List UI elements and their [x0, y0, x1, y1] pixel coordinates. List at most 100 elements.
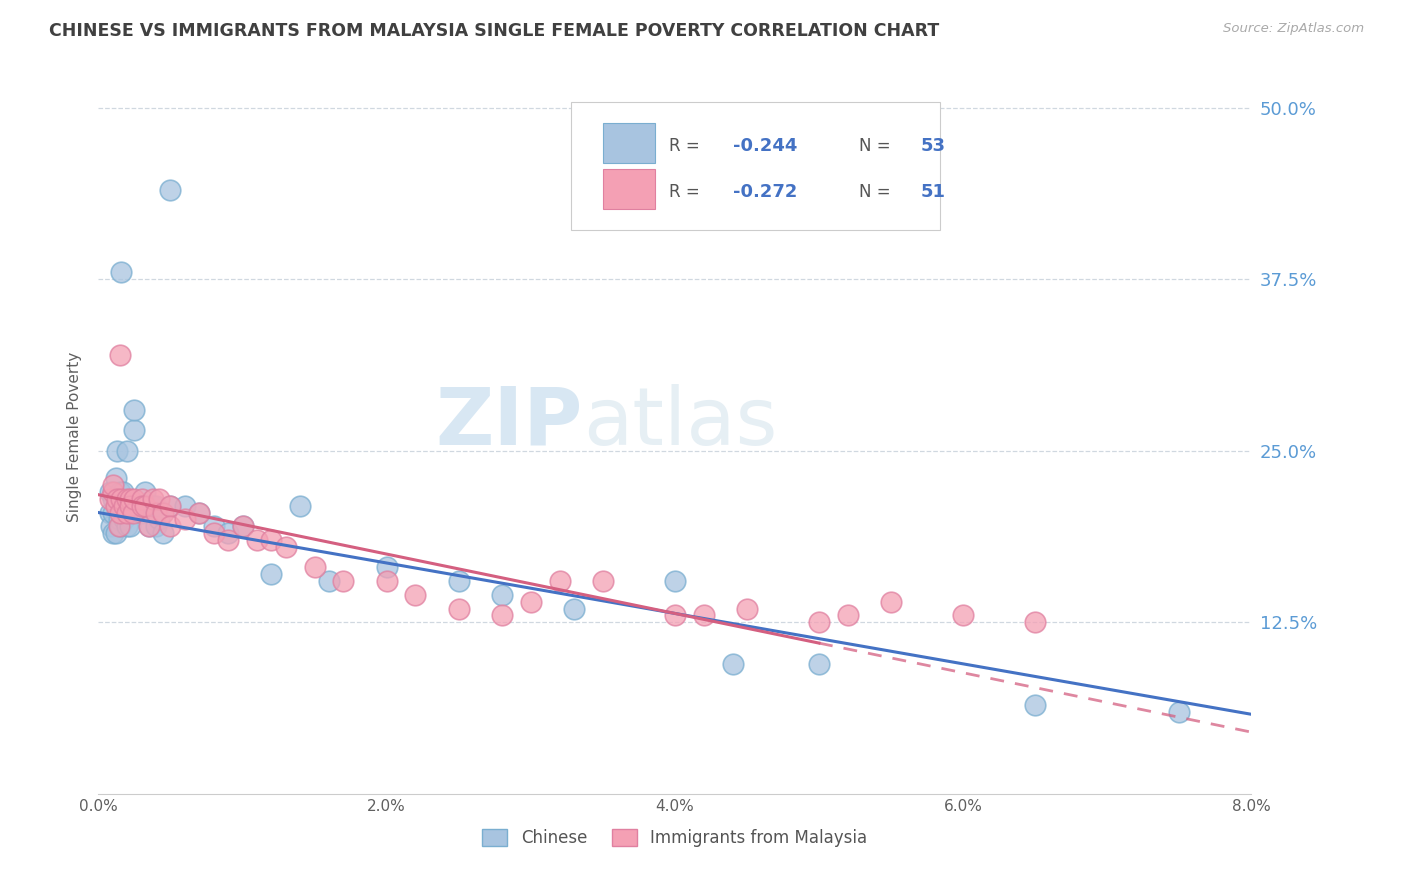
Point: [124, 423, 146, 437]
Point: [112, 512, 135, 526]
Text: -0.272: -0.272: [733, 183, 797, 201]
Point: [131, 499, 153, 513]
Point: [105, 499, 128, 513]
Point: [110, 265, 132, 279]
Y-axis label: Single Female Poverty: Single Female Poverty: [67, 352, 83, 522]
Point: [260, 533, 283, 547]
Point: [105, 491, 128, 506]
Text: N =: N =: [859, 183, 896, 201]
Point: [108, 506, 131, 520]
Point: [808, 657, 831, 671]
Point: [562, 601, 585, 615]
Point: [105, 443, 128, 458]
Legend: Chinese, Immigrants from Malaysia: Chinese, Immigrants from Malaysia: [475, 822, 875, 854]
Point: [104, 499, 127, 513]
Point: [134, 499, 156, 513]
Point: [145, 506, 167, 520]
Point: [304, 560, 326, 574]
Point: [142, 491, 165, 506]
Point: [134, 485, 156, 500]
Point: [131, 506, 153, 520]
Text: CHINESE VS IMMIGRANTS FROM MALAYSIA SINGLE FEMALE POVERTY CORRELATION CHART: CHINESE VS IMMIGRANTS FROM MALAYSIA SING…: [49, 22, 939, 40]
Point: [122, 506, 145, 520]
Point: [145, 499, 167, 513]
Point: [274, 540, 297, 554]
Point: [217, 533, 239, 547]
Point: [117, 519, 139, 533]
Point: [290, 499, 312, 513]
Text: N =: N =: [859, 137, 896, 155]
Point: [231, 519, 254, 533]
Point: [664, 608, 686, 623]
Text: R =: R =: [669, 183, 706, 201]
Point: [131, 499, 153, 513]
Point: [148, 491, 170, 506]
Point: [111, 485, 134, 500]
Point: [375, 560, 398, 574]
Point: [138, 519, 160, 533]
Point: [202, 526, 225, 541]
Point: [1024, 615, 1046, 630]
Point: [100, 519, 122, 533]
Point: [120, 499, 142, 513]
Point: [98, 506, 121, 520]
Point: [491, 608, 513, 623]
Point: [117, 443, 139, 458]
Point: [131, 491, 153, 506]
Point: [110, 499, 132, 513]
Point: [152, 526, 174, 541]
Point: [117, 506, 139, 520]
Point: [246, 533, 269, 547]
Point: [145, 519, 167, 533]
Point: [188, 506, 211, 520]
Text: ZIP: ZIP: [436, 384, 582, 462]
Point: [332, 574, 354, 589]
Point: [693, 608, 716, 623]
Point: [104, 526, 127, 541]
Point: [159, 519, 181, 533]
Text: R =: R =: [669, 137, 706, 155]
Point: [101, 526, 124, 541]
Point: [110, 491, 132, 506]
Point: [159, 499, 181, 513]
Point: [188, 506, 211, 520]
Point: [548, 574, 571, 589]
Point: [318, 574, 340, 589]
Point: [952, 608, 974, 623]
Point: [107, 512, 129, 526]
Point: [664, 574, 686, 589]
Point: [108, 348, 131, 362]
Point: [174, 499, 197, 513]
Point: [491, 588, 513, 602]
Text: -0.244: -0.244: [733, 137, 797, 155]
Point: [142, 499, 165, 513]
FancyBboxPatch shape: [603, 169, 655, 209]
Point: [721, 657, 744, 671]
Point: [159, 183, 181, 197]
Point: [120, 506, 142, 520]
Point: [138, 519, 160, 533]
Point: [101, 485, 124, 500]
Point: [98, 485, 121, 500]
Point: [202, 519, 225, 533]
Point: [260, 567, 283, 582]
Point: [120, 519, 142, 533]
Point: [108, 485, 131, 500]
Point: [447, 601, 470, 615]
Point: [101, 485, 124, 500]
Text: 51: 51: [921, 183, 945, 201]
Point: [107, 519, 129, 533]
Point: [375, 574, 398, 589]
Point: [231, 519, 254, 533]
Point: [124, 491, 146, 506]
Point: [1168, 705, 1191, 719]
Point: [98, 491, 121, 506]
FancyBboxPatch shape: [571, 102, 941, 230]
Point: [120, 491, 142, 506]
Point: [152, 506, 174, 520]
Point: [405, 588, 427, 602]
Point: [101, 478, 124, 492]
Point: [148, 512, 170, 526]
Text: atlas: atlas: [582, 384, 778, 462]
Point: [101, 491, 124, 506]
